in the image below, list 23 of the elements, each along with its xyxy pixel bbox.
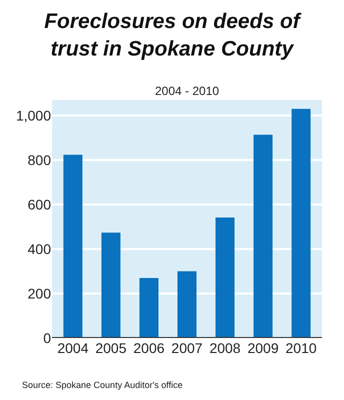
chart-subtitle: 2004 - 2010 [155, 84, 220, 98]
bar [101, 232, 120, 338]
y-tick-label: 600 [28, 196, 52, 212]
y-tick-label: 800 [28, 152, 52, 168]
bar [139, 278, 158, 338]
bar [254, 134, 273, 338]
bar [63, 154, 82, 338]
bar [216, 217, 235, 338]
source-note: Source: Spokane County Auditor's office [22, 380, 183, 390]
chart-title: Foreclosures on deeds of trust in Spokane County [44, 10, 302, 60]
x-tick-label: 2005 [95, 340, 127, 356]
bar [177, 271, 197, 338]
x-tick-label: 2008 [209, 340, 241, 356]
x-tick-label: 2010 [286, 340, 317, 356]
x-tick-label: 2009 [247, 340, 279, 356]
x-tick-label: 2004 [57, 340, 89, 356]
x-tick-label: 2006 [133, 340, 165, 356]
bar [292, 108, 311, 338]
y-tick-label: 0 [43, 330, 52, 346]
y-tick-label: 200 [28, 285, 52, 302]
y-tick-label: 1,000 [16, 107, 52, 124]
y-tick-label: 400 [28, 240, 52, 257]
x-tick-label: 2007 [171, 340, 203, 356]
